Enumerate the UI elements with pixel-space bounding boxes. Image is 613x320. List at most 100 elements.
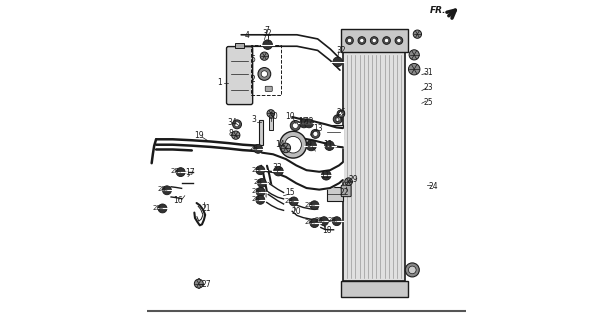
Circle shape	[256, 196, 265, 204]
Circle shape	[285, 136, 302, 153]
Circle shape	[335, 117, 340, 122]
Circle shape	[397, 38, 401, 43]
Bar	[269, 111, 273, 130]
Circle shape	[384, 38, 389, 43]
Circle shape	[281, 143, 291, 153]
Text: 27: 27	[201, 280, 211, 289]
Text: 2: 2	[251, 75, 256, 84]
Text: FR.: FR.	[430, 6, 446, 15]
Text: 28: 28	[315, 217, 324, 223]
Text: 8: 8	[228, 129, 233, 138]
Circle shape	[292, 123, 298, 128]
Text: 28: 28	[153, 205, 162, 211]
Circle shape	[267, 110, 275, 117]
Text: 31: 31	[424, 68, 433, 77]
Circle shape	[413, 30, 422, 38]
Circle shape	[345, 178, 352, 186]
Circle shape	[348, 38, 352, 43]
Circle shape	[337, 110, 345, 118]
Text: 16: 16	[173, 196, 183, 205]
Text: 11: 11	[324, 140, 333, 149]
Circle shape	[254, 144, 262, 153]
Text: 26: 26	[336, 108, 346, 117]
Circle shape	[333, 115, 342, 124]
Text: 10: 10	[285, 112, 295, 121]
Circle shape	[346, 37, 353, 44]
Text: 28: 28	[252, 166, 261, 172]
Text: 32: 32	[336, 45, 346, 55]
FancyBboxPatch shape	[265, 86, 272, 92]
Circle shape	[300, 119, 308, 128]
Circle shape	[261, 52, 268, 60]
Text: 28: 28	[284, 198, 294, 204]
Text: 20: 20	[292, 207, 301, 216]
Text: 7: 7	[264, 26, 269, 35]
Circle shape	[372, 38, 376, 43]
Circle shape	[256, 166, 265, 175]
Circle shape	[232, 131, 240, 139]
Text: 19: 19	[194, 131, 204, 140]
Circle shape	[263, 40, 272, 50]
Text: 28: 28	[252, 188, 261, 194]
Text: 12: 12	[299, 116, 308, 126]
Text: 1: 1	[218, 78, 223, 87]
Circle shape	[289, 197, 298, 206]
Bar	[343, 52, 405, 281]
Text: 4: 4	[245, 31, 250, 40]
Text: 12: 12	[304, 116, 314, 126]
Text: 21: 21	[202, 204, 211, 213]
Text: 30: 30	[268, 112, 278, 121]
Circle shape	[306, 140, 316, 151]
FancyBboxPatch shape	[341, 29, 408, 52]
Text: 28: 28	[249, 145, 258, 151]
Text: 28: 28	[251, 196, 260, 202]
Text: 13: 13	[313, 124, 322, 133]
Circle shape	[319, 217, 329, 226]
Circle shape	[258, 68, 271, 80]
FancyBboxPatch shape	[341, 281, 408, 297]
Text: 28: 28	[157, 186, 166, 192]
Circle shape	[313, 132, 318, 136]
Circle shape	[162, 186, 172, 195]
Text: 11: 11	[320, 171, 330, 180]
Text: 28: 28	[327, 217, 337, 223]
Text: 28: 28	[305, 202, 313, 208]
Text: 28: 28	[253, 179, 262, 185]
Text: 22: 22	[340, 188, 349, 197]
Circle shape	[310, 219, 319, 228]
Text: 32: 32	[263, 29, 272, 38]
Circle shape	[360, 38, 364, 43]
Circle shape	[305, 119, 313, 128]
Text: 6: 6	[334, 115, 339, 124]
Text: 5: 5	[251, 55, 256, 64]
Circle shape	[409, 50, 419, 60]
Text: 33: 33	[272, 163, 282, 172]
Text: 9: 9	[306, 140, 311, 149]
Circle shape	[325, 141, 334, 150]
FancyBboxPatch shape	[327, 187, 343, 201]
Text: 34: 34	[227, 118, 237, 127]
Text: 23: 23	[424, 83, 433, 92]
Circle shape	[395, 37, 403, 44]
Circle shape	[280, 131, 306, 158]
FancyBboxPatch shape	[227, 47, 253, 105]
Circle shape	[333, 57, 343, 67]
Text: 28: 28	[171, 168, 180, 174]
Bar	[235, 43, 244, 49]
Circle shape	[257, 179, 267, 188]
Text: 14: 14	[276, 140, 285, 149]
Circle shape	[408, 266, 416, 274]
Text: 17: 17	[185, 168, 195, 177]
Circle shape	[232, 120, 242, 129]
Circle shape	[321, 171, 331, 180]
Text: 25: 25	[424, 98, 433, 107]
Circle shape	[358, 37, 366, 44]
FancyBboxPatch shape	[327, 125, 343, 139]
Circle shape	[273, 166, 283, 176]
Text: 15: 15	[285, 188, 295, 197]
Text: 3: 3	[251, 115, 256, 124]
Circle shape	[194, 279, 204, 288]
Text: 29: 29	[349, 175, 359, 184]
FancyBboxPatch shape	[341, 185, 351, 197]
Circle shape	[405, 263, 419, 277]
